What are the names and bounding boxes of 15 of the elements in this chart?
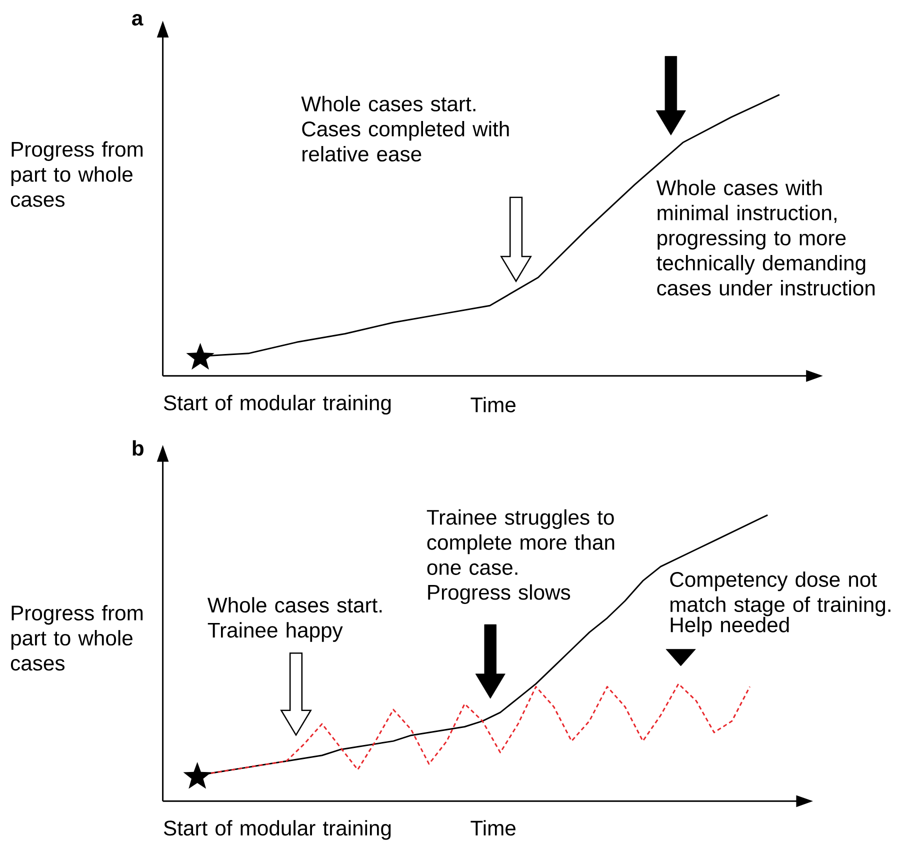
- annotation: Trainee struggles to complete more than one case.: [426, 510, 614, 576]
- chart-title: a: [132, 14, 144, 26]
- y-axis-title: Progress from part to whole cases: [10, 605, 143, 671]
- annotation: Progress slows: [428, 584, 570, 604]
- text: Start of modular training: [164, 395, 391, 415]
- y-axis-title: Progress from part to whole cases: [10, 142, 143, 208]
- text: Start of modular training: [164, 820, 391, 840]
- chart-title: b: [132, 440, 144, 456]
- x-axis-title: Time: [470, 397, 516, 413]
- annotation: Help needed: [670, 617, 789, 637]
- annotation: Competency dose not match stage of training.: [670, 572, 890, 616]
- annotation: Whole cases start. Cases completed with relative ease: [301, 96, 509, 162]
- x-axis-title: Time: [470, 820, 516, 836]
- annotation: Whole cases start. Trainee happy: [207, 597, 382, 642]
- annotation: Whole cases with minimal instruction, progressing to more technically demanding cases under instruction: [656, 180, 875, 296]
